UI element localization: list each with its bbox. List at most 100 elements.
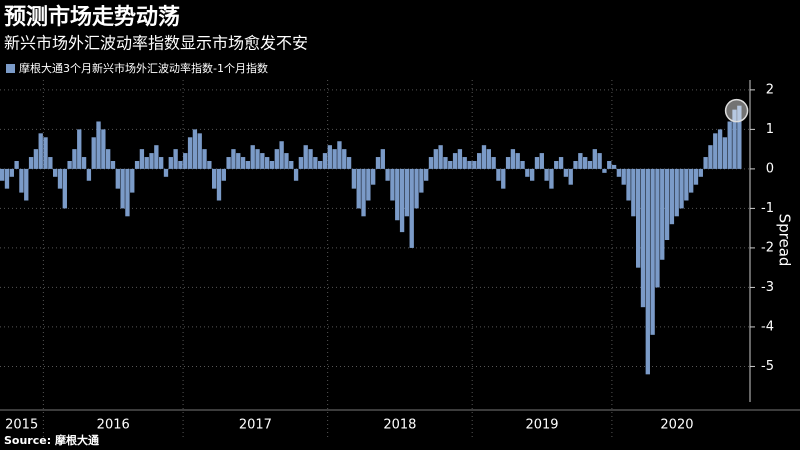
x-tick-label: 2015	[5, 418, 38, 433]
bar	[399, 168, 405, 233]
bar	[693, 168, 699, 185]
bar	[19, 168, 24, 193]
bar	[496, 168, 501, 181]
bar	[650, 168, 655, 335]
bar	[43, 137, 48, 169]
bar	[332, 149, 337, 169]
bar	[530, 168, 535, 181]
x-tick-label: 2019	[525, 418, 558, 433]
bar	[722, 137, 728, 169]
bar	[14, 160, 19, 169]
bar	[472, 160, 477, 169]
bar	[226, 157, 231, 169]
bar	[240, 157, 246, 169]
bar	[443, 157, 448, 169]
bar	[106, 149, 111, 169]
bar	[525, 168, 530, 177]
bar	[115, 168, 120, 189]
bar	[655, 168, 660, 288]
bar	[727, 121, 732, 169]
bar	[491, 157, 496, 169]
bar	[62, 168, 67, 209]
bar	[616, 168, 622, 177]
y-tick-label: -5	[761, 359, 774, 374]
bar	[101, 129, 106, 169]
bar	[221, 168, 226, 181]
bar	[284, 153, 289, 169]
bar	[669, 168, 675, 225]
y-tick-label: 1	[766, 122, 774, 137]
bar	[303, 145, 308, 169]
bar	[96, 121, 101, 169]
bar	[371, 168, 376, 185]
bar	[202, 149, 207, 169]
bar	[679, 168, 684, 209]
bar	[505, 157, 511, 169]
bar	[279, 141, 284, 169]
bar	[168, 157, 173, 169]
bar	[255, 149, 260, 169]
bar	[433, 149, 438, 169]
y-tick-label: -1	[761, 201, 774, 216]
bar	[462, 157, 467, 169]
bar	[173, 149, 178, 169]
bar	[660, 168, 665, 260]
bar	[448, 160, 453, 169]
bar	[380, 149, 385, 169]
bar	[183, 153, 188, 169]
bar	[438, 145, 443, 169]
bar	[67, 160, 72, 169]
bar	[501, 168, 506, 189]
bar	[351, 168, 357, 189]
bar	[313, 157, 318, 169]
highlight-circle	[724, 98, 749, 123]
bar	[322, 153, 328, 169]
x-tick-label: 2017	[239, 418, 272, 433]
bar	[159, 157, 164, 169]
bar	[231, 149, 236, 169]
bar	[737, 105, 742, 169]
bar	[298, 157, 304, 169]
bar	[192, 129, 198, 169]
bar	[72, 149, 77, 169]
bar	[250, 145, 255, 169]
bar	[467, 160, 472, 169]
bar	[631, 168, 636, 217]
bar	[390, 168, 395, 201]
y-tick-label: -3	[761, 280, 774, 295]
bar	[689, 168, 694, 193]
bar	[534, 157, 540, 169]
bar	[583, 157, 588, 169]
bar	[486, 149, 491, 169]
bar	[187, 137, 193, 169]
bar	[9, 168, 14, 177]
bar	[38, 133, 43, 169]
bar	[375, 157, 381, 169]
y-tick-label: -4	[761, 319, 774, 334]
bar	[607, 160, 612, 169]
bar	[337, 141, 342, 169]
bar	[110, 160, 116, 169]
bar	[77, 129, 82, 169]
bar	[544, 168, 549, 181]
bar	[549, 168, 554, 189]
x-tick-label: 2020	[660, 418, 693, 433]
bar	[57, 168, 63, 189]
bar	[0, 168, 5, 181]
bar	[245, 160, 251, 169]
bar	[361, 168, 366, 217]
bar	[539, 153, 544, 169]
bar	[81, 157, 87, 169]
bar	[573, 160, 578, 169]
source: Source: 摩根大通	[4, 433, 99, 447]
bar	[216, 168, 222, 201]
bar	[414, 168, 419, 209]
bar	[698, 168, 703, 177]
bar	[197, 133, 202, 169]
bar	[636, 168, 641, 268]
bar	[130, 168, 135, 193]
bar	[28, 157, 34, 169]
bar	[154, 145, 159, 169]
bar	[212, 168, 217, 189]
bar	[684, 168, 689, 201]
